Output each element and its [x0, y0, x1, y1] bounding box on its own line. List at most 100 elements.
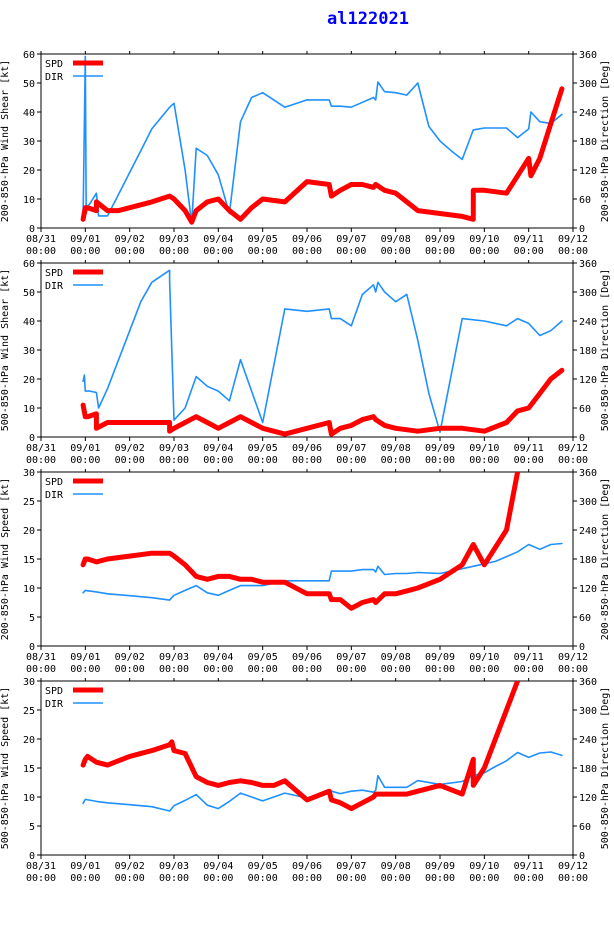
x-tick-label-time: 00:00: [336, 455, 366, 466]
y-tick-label: 10: [23, 584, 35, 595]
x-tick-label-date: 09/01: [70, 861, 100, 872]
y-tick-label: 40: [23, 108, 35, 119]
x-tick-label-date: 09/05: [248, 861, 278, 872]
y-tick-label: 25: [23, 497, 35, 508]
x-tick-label-date: 09/02: [115, 234, 145, 245]
x-tick-label-time: 00:00: [159, 664, 189, 675]
x-tick-label-date: 09/02: [115, 443, 145, 454]
x-tick-label-date: 09/03: [159, 234, 189, 245]
legend: SPD DIR: [45, 59, 103, 83]
y-right-tick-label: 180: [579, 346, 597, 357]
x-tick-label-date: 09/06: [292, 652, 322, 663]
x-tick-label-date: 09/12: [558, 443, 588, 454]
chart-title: al122021: [327, 9, 409, 29]
x-tick-label-date: 09/11: [514, 861, 544, 872]
y-tick-label: 60: [23, 50, 35, 61]
legend-label-spd: SPD: [45, 268, 63, 279]
series-line-spd: [80, 86, 565, 225]
x-tick-label-date: 09/11: [514, 234, 544, 245]
x-tick-label-time: 00:00: [469, 664, 499, 675]
x-tick-label-time: 00:00: [558, 873, 588, 884]
y-right-tick-label: 300: [579, 706, 597, 717]
x-tick-label-date: 09/02: [115, 861, 145, 872]
x-tick-label-date: 09/09: [425, 652, 455, 663]
x-tick-label-date: 08/31: [26, 861, 56, 872]
x-tick-label-date: 09/12: [558, 652, 588, 663]
x-tick-label-time: 00:00: [292, 455, 322, 466]
y-right-tick-label: 360: [579, 50, 597, 61]
x-tick-label-date: 09/06: [292, 234, 322, 245]
x-tick-label-date: 09/05: [248, 234, 278, 245]
x-tick-label-time: 00:00: [558, 455, 588, 466]
y-tick-label: 10: [23, 195, 35, 206]
x-tick-label-date: 08/31: [26, 652, 56, 663]
x-tick-label-date: 09/07: [336, 234, 366, 245]
x-tick-label-date: 09/08: [381, 443, 411, 454]
y-tick-label: 40: [23, 317, 35, 328]
y-right-tick-label: 240: [579, 317, 597, 328]
x-tick-label-date: 08/31: [26, 443, 56, 454]
y-right-tick-label: 300: [579, 79, 597, 90]
y-tick-label: 0: [29, 224, 35, 235]
x-tick-label-time: 00:00: [514, 873, 544, 884]
x-tick-label-date: 09/10: [469, 652, 499, 663]
x-tick-label-time: 00:00: [26, 455, 56, 466]
series-line-spd: [80, 681, 521, 812]
y-right-tick-label: 0: [579, 642, 585, 653]
y-right-tick-label: 120: [579, 375, 597, 386]
x-tick-label-time: 00:00: [425, 455, 455, 466]
legend-label-spd: SPD: [45, 686, 63, 697]
x-tick-label-time: 00:00: [469, 455, 499, 466]
y-tick-label: 15: [23, 555, 35, 566]
series-group: [80, 472, 563, 611]
y-right-tick-label: 60: [579, 613, 591, 624]
x-tick-label-time: 00:00: [70, 664, 100, 675]
y-tick-label: 0: [29, 642, 35, 653]
x-tick-label-time: 00:00: [558, 246, 588, 257]
y-right-tick-label: 360: [579, 677, 597, 688]
legend-label-dir: DIR: [45, 490, 64, 501]
y-right-tick-label: 180: [579, 764, 597, 775]
x-tick-label-time: 00:00: [514, 664, 544, 675]
y-tick-label: 50: [23, 79, 35, 90]
y-right-tick-label: 300: [579, 288, 597, 299]
x-tick-label-time: 00:00: [469, 246, 499, 257]
x-tick-label-time: 00:00: [292, 246, 322, 257]
x-tick-label-time: 00:00: [115, 664, 145, 675]
y-tick-label: 0: [29, 433, 35, 444]
x-tick-label-time: 00:00: [159, 873, 189, 884]
y-right-tick-label: 180: [579, 555, 597, 566]
x-tick-label-date: 09/04: [203, 861, 233, 872]
legend-label-spd: SPD: [45, 59, 63, 70]
x-tick-label-time: 00:00: [159, 455, 189, 466]
series-line-dir: [82, 55, 563, 224]
chart-panel-4: 08/3100:0009/0100:0009/0200:0009/0300:00…: [0, 677, 611, 884]
x-tick-label-time: 00:00: [159, 246, 189, 257]
x-tick-label-time: 00:00: [336, 873, 366, 884]
x-tick-label-date: 09/12: [558, 861, 588, 872]
x-tick-label-date: 09/07: [336, 652, 366, 663]
y-tick-label: 30: [23, 677, 35, 688]
x-tick-label-date: 09/08: [381, 652, 411, 663]
x-tick-label-date: 09/01: [70, 443, 100, 454]
x-tick-label-time: 00:00: [381, 664, 411, 675]
y-right-tick-label: 360: [579, 468, 597, 479]
x-tick-label-date: 09/02: [115, 652, 145, 663]
x-tick-label-time: 00:00: [381, 455, 411, 466]
y-right-tick-label: 60: [579, 822, 591, 833]
x-tick-label-date: 08/31: [26, 234, 56, 245]
y-tick-label: 20: [23, 166, 35, 177]
x-tick-label-time: 00:00: [203, 246, 233, 257]
x-tick-label-time: 00:00: [514, 246, 544, 257]
y-axis-label: 200-850-hPa Wind Shear [kt]: [0, 60, 11, 223]
x-tick-label-time: 00:00: [203, 873, 233, 884]
y-tick-label: 30: [23, 468, 35, 479]
x-tick-label-date: 09/06: [292, 861, 322, 872]
x-tick-label-date: 09/05: [248, 443, 278, 454]
plot-frame: [40, 53, 574, 229]
x-tick-label-time: 00:00: [381, 873, 411, 884]
x-tick-label-time: 00:00: [70, 455, 100, 466]
x-tick-label-time: 00:00: [292, 664, 322, 675]
y-tick-label: 50: [23, 288, 35, 299]
y-tick-label: 20: [23, 375, 35, 386]
